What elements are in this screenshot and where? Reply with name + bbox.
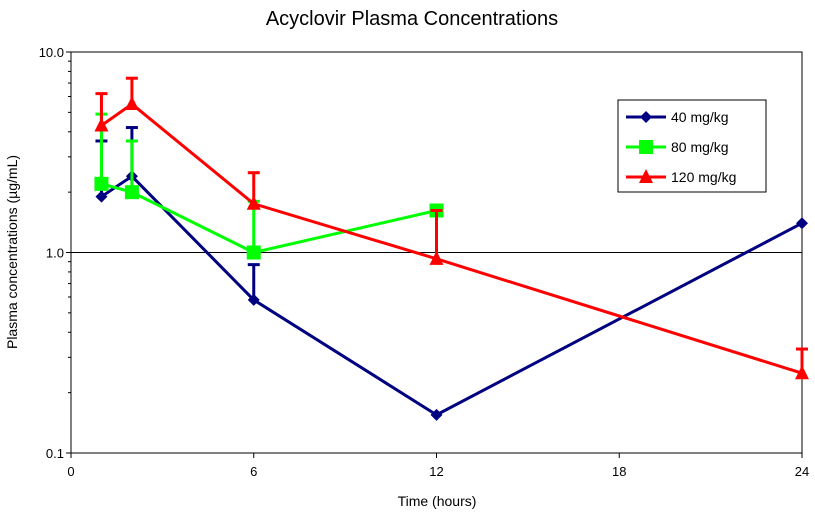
legend-label: 40 mg/kg: [671, 109, 729, 125]
legend: 40 mg/kg 80 mg/kg 120 mg/kg: [617, 99, 767, 193]
data-point: [124, 185, 139, 200]
data-point: [94, 117, 109, 132]
legend-marker: [639, 169, 653, 183]
x-axis-title: Time (hours): [398, 493, 477, 509]
data-point: [94, 176, 109, 191]
data-point: [246, 195, 261, 210]
x-tick-label: 12: [429, 464, 443, 479]
data-point: [796, 217, 808, 230]
legend-label: 80 mg/kg: [671, 139, 729, 155]
data-point: [247, 293, 260, 306]
x-tick-label: 18: [612, 464, 626, 479]
x-tick-label: 6: [250, 464, 257, 479]
series-120-mg-kg: [94, 76, 809, 380]
y-axis-title: Plasma concentrations (µg/mL): [4, 155, 20, 349]
y-tick-label: 0.1: [46, 446, 64, 461]
data-point: [95, 190, 108, 203]
data-point: [246, 245, 261, 260]
data-point: [795, 365, 809, 380]
x-tick-label: 0: [67, 464, 74, 479]
data-point: [124, 96, 139, 111]
y-tick-label: 1.0: [46, 246, 64, 261]
legend-marker: [639, 140, 653, 154]
data-point: [430, 408, 443, 421]
x-tick-label: 24: [795, 464, 809, 479]
legend-marker: [640, 111, 652, 123]
y-tick-label: 10.0: [39, 45, 64, 60]
data-point: [429, 250, 444, 265]
axes: 0.1 1.0 10.0 0 6 12 18 24: [39, 45, 810, 479]
series-group: [94, 76, 809, 421]
chart-title: Acyclovir Plasma Concentrations: [266, 8, 558, 30]
legend-label: 120 mg/kg: [671, 169, 736, 185]
